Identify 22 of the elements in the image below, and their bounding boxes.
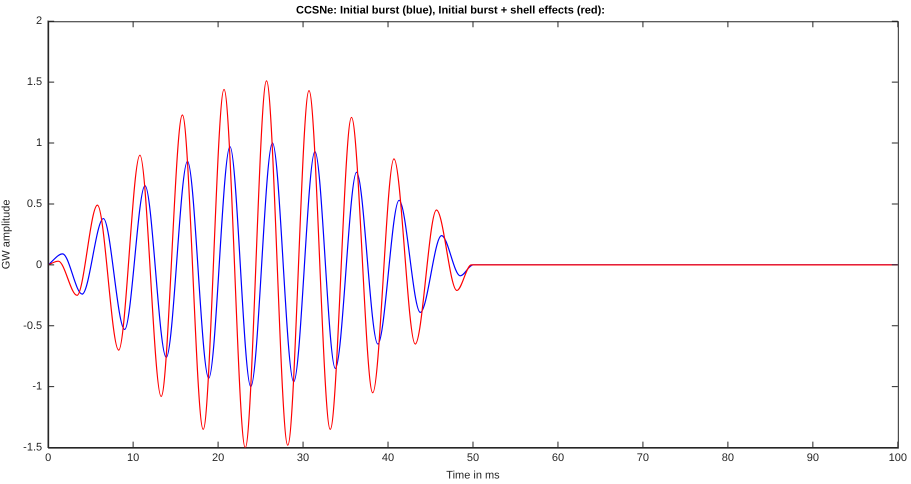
y-tick-label: 0 [36,258,42,271]
y-tick-label: -1.5 [23,442,42,454]
x-tick-label: 50 [466,452,480,464]
x-tick-label: 90 [806,452,819,464]
x-tick-label: 30 [296,452,310,464]
y-tick-label: 2 [36,15,42,28]
y-tick-label: 1 [36,137,42,150]
y-tick-label: -0.5 [23,320,42,332]
x-tick-label: 10 [126,452,140,464]
x-tick-label: 0 [45,452,52,464]
x-tick-label: 20 [212,452,224,464]
y-tick-label: -1 [32,380,42,393]
chart-title: CCSNe: Initial burst (blue), Initial burst + shell effects (red): [296,4,605,17]
y-axis-title: GW amplitude [0,200,13,270]
y-tick-label: 1.5 [26,76,42,88]
x-tick-label: 100 [888,452,908,464]
x-tick-label: 70 [636,452,650,464]
y-tick-label: 0.5 [26,198,42,210]
x-tick-label: 80 [722,452,734,464]
x-tick-label: 40 [382,452,394,464]
x-tick-label: 60 [552,452,564,464]
x-axis-title: Time in ms [446,469,500,482]
